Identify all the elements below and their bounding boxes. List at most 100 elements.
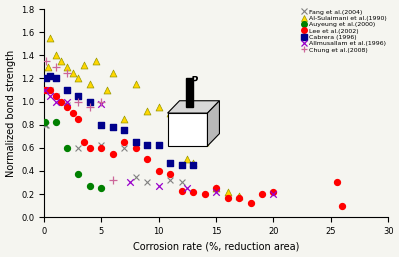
Point — [259, 192, 265, 196]
Point — [121, 117, 128, 121]
Point — [64, 71, 70, 75]
Y-axis label: Normalized bond strength: Normalized bond strength — [6, 50, 16, 177]
Point — [156, 169, 162, 173]
Point — [52, 76, 59, 80]
Point — [98, 143, 105, 148]
Point — [52, 65, 59, 69]
Point — [132, 82, 139, 86]
Bar — [186, 78, 193, 106]
Polygon shape — [168, 101, 219, 113]
Point — [75, 172, 82, 177]
Point — [58, 99, 65, 104]
Point — [75, 146, 82, 150]
Legend: Fang et al.(2004), Al-Sulaimani et al.(1990), Auyeung et al.(2000), Lee et al.(2: Fang et al.(2004), Al-Sulaimani et al.(1… — [300, 8, 389, 54]
Point — [144, 109, 150, 113]
X-axis label: Corrosion rate (%, reduction area): Corrosion rate (%, reduction area) — [133, 241, 299, 251]
Point — [58, 59, 65, 63]
Point — [75, 117, 82, 121]
Point — [52, 53, 59, 57]
Point — [236, 194, 242, 198]
Point — [75, 99, 82, 104]
Point — [47, 36, 53, 40]
Polygon shape — [168, 113, 207, 146]
Point — [75, 76, 82, 80]
Point — [81, 140, 87, 144]
Point — [110, 125, 116, 129]
Point — [110, 178, 116, 182]
Point — [42, 88, 48, 92]
Text: $\boldsymbol{P}$: $\boldsymbol{P}$ — [190, 74, 199, 86]
Point — [44, 65, 51, 69]
Point — [75, 94, 82, 98]
Point — [127, 180, 133, 185]
Point — [156, 184, 162, 188]
Point — [64, 88, 70, 92]
Polygon shape — [207, 101, 219, 146]
Point — [69, 111, 76, 115]
Point — [98, 99, 105, 104]
Point — [104, 88, 111, 92]
Point — [213, 186, 219, 190]
Point — [47, 94, 53, 98]
Point — [184, 186, 191, 190]
Point — [98, 186, 105, 190]
Point — [178, 189, 185, 193]
Point — [98, 102, 105, 106]
Point — [47, 74, 53, 78]
Point — [144, 157, 150, 161]
Point — [43, 123, 49, 127]
Point — [156, 105, 162, 109]
Point — [64, 99, 70, 104]
Point — [52, 120, 59, 124]
Point — [52, 94, 59, 98]
Point — [167, 172, 174, 177]
Point — [64, 103, 70, 107]
Point — [167, 161, 174, 165]
Point — [270, 192, 277, 196]
Point — [132, 175, 139, 179]
Point — [121, 128, 128, 133]
Point — [87, 99, 93, 104]
Point — [236, 196, 242, 200]
Point — [43, 88, 49, 92]
Point — [201, 140, 208, 144]
Point — [201, 192, 208, 196]
Point — [93, 59, 99, 63]
Point — [110, 71, 116, 75]
Point — [42, 123, 48, 127]
Point — [42, 120, 48, 124]
Point — [270, 190, 277, 194]
Point — [87, 184, 93, 188]
Point — [224, 190, 231, 194]
Point — [121, 146, 128, 150]
Point — [87, 82, 93, 86]
Point — [213, 190, 219, 194]
Point — [144, 180, 150, 185]
Point — [132, 146, 139, 150]
Point — [47, 88, 53, 92]
Point — [144, 143, 150, 148]
Point — [184, 157, 191, 161]
Point — [42, 88, 48, 92]
Point — [98, 123, 105, 127]
Point — [64, 146, 70, 150]
Point — [333, 180, 340, 185]
Point — [224, 196, 231, 200]
Point — [247, 201, 254, 205]
Point — [47, 88, 53, 92]
Point — [52, 99, 59, 104]
Point — [87, 146, 93, 150]
Point — [121, 140, 128, 144]
Point — [110, 152, 116, 156]
Point — [69, 71, 76, 75]
Point — [190, 163, 196, 167]
Point — [156, 143, 162, 148]
Point — [43, 59, 49, 63]
Point — [178, 180, 185, 185]
Point — [132, 140, 139, 144]
Point — [43, 76, 49, 80]
Point — [98, 146, 105, 150]
Point — [213, 186, 219, 190]
Point — [190, 190, 196, 194]
Point — [167, 111, 174, 115]
